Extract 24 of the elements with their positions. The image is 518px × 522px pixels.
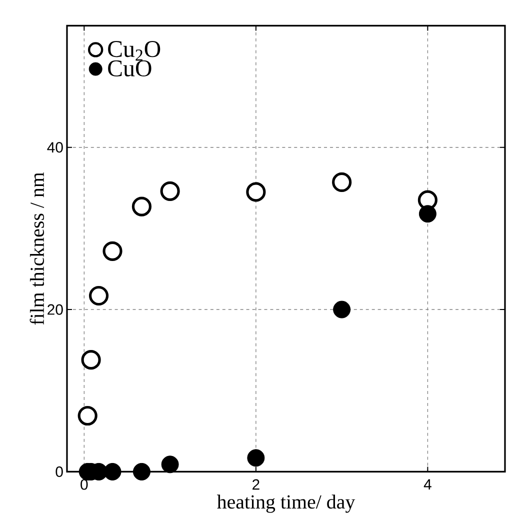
y-tick-label: 0 bbox=[56, 466, 63, 477]
point bbox=[104, 462, 122, 480]
point bbox=[246, 182, 266, 202]
y-tick-label: 40 bbox=[47, 142, 63, 153]
x-tick-label: 0 bbox=[80, 479, 88, 490]
point bbox=[247, 449, 265, 467]
x-tick-label: 2 bbox=[252, 479, 260, 490]
y-axis-title: film thickness / nm bbox=[30, 172, 44, 325]
x-axis-title: heating time/ day bbox=[217, 494, 356, 513]
point bbox=[88, 286, 109, 306]
legend-label: Cu$_{2}$O bbox=[108, 41, 160, 61]
point bbox=[418, 205, 436, 223]
point bbox=[333, 300, 351, 318]
y-tick-label: 20 bbox=[48, 304, 63, 315]
point bbox=[132, 196, 152, 216]
point bbox=[160, 181, 180, 201]
point bbox=[132, 462, 150, 480]
point bbox=[161, 456, 179, 474]
point bbox=[81, 350, 101, 370]
point bbox=[102, 241, 122, 261]
point bbox=[78, 406, 98, 426]
legend-label: CuO bbox=[108, 60, 152, 76]
x-tick-label: 4 bbox=[424, 479, 432, 490]
point bbox=[332, 172, 352, 192]
